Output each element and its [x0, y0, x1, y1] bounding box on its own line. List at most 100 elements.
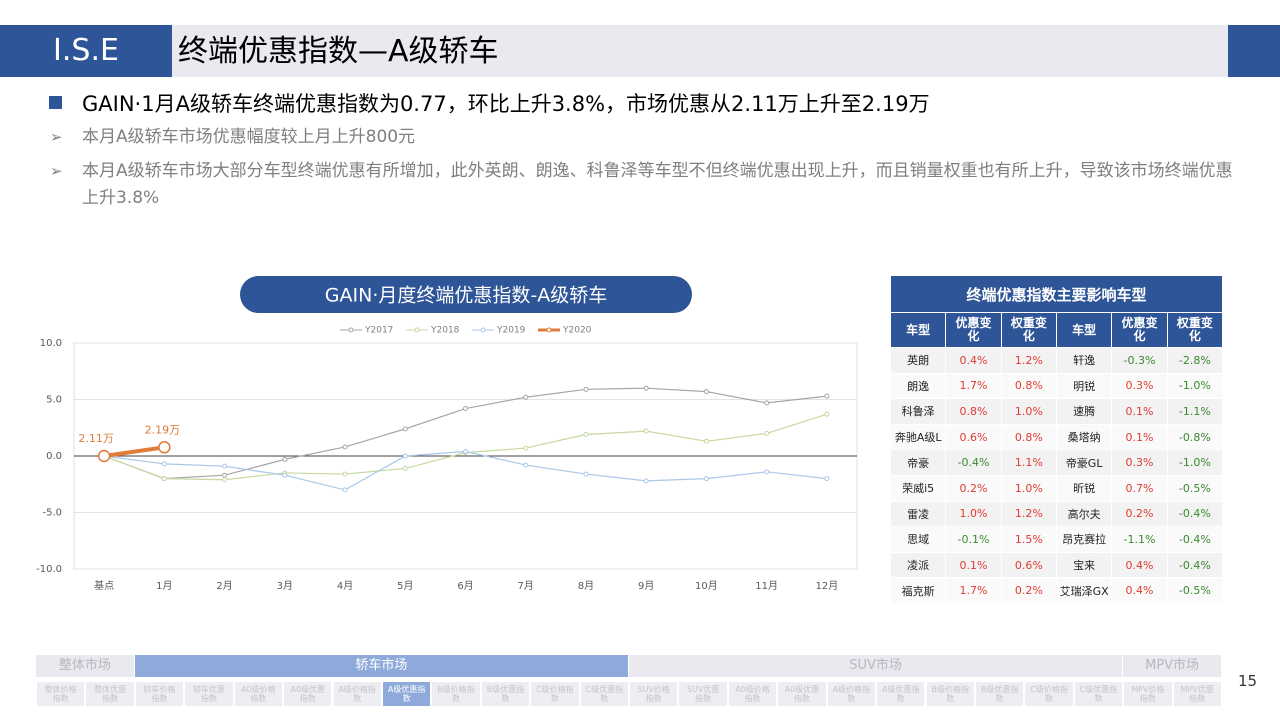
y-tick-label: -10.0	[36, 564, 62, 575]
table-cell: -0.4%	[1166, 500, 1224, 528]
chart: GAIN·月度终端优惠指数-A级轿车 -10.0 -5.0 0.0 5.0 10.0 基点…	[36, 276, 858, 592]
column-header: 权重变化	[1166, 312, 1224, 348]
point-marker	[463, 448, 468, 454]
table-cell: 帝豪GL	[1055, 449, 1113, 476]
point-marker	[523, 445, 529, 451]
table-cell: -2.8%	[1166, 347, 1224, 374]
nav-item: A级优惠指数	[381, 681, 432, 707]
point-marker	[222, 463, 228, 469]
table-cell: 速腾	[1055, 398, 1113, 425]
table-cell: 1.2%	[1000, 347, 1057, 374]
table-cell: 0.3%	[1111, 449, 1168, 476]
table-title-row: 终端优惠指数主要影响车型	[890, 275, 1223, 313]
x-tick-label: 1月	[156, 580, 172, 592]
point-marker	[643, 385, 649, 391]
table: 终端优惠指数主要影响车型 车型 优惠变化 权重变化 车型 优惠变化 权重变化 英朗 0.4% 1.…	[889, 275, 1224, 604]
x-tick-label: 2月	[216, 580, 232, 592]
point-marker	[342, 444, 348, 450]
table-cell: 1.0%	[945, 500, 1002, 528]
legend-label: Y2020	[562, 326, 592, 336]
x-tick-label: 5月	[397, 580, 413, 592]
table-cell: 0.8%	[1000, 372, 1057, 400]
point-marker	[158, 441, 171, 454]
table-cell: -0.1%	[945, 526, 1002, 553]
table-cell: -1.0%	[1166, 372, 1224, 400]
column-header: 车型	[889, 312, 947, 348]
nav-item: A0级优惠指数	[283, 681, 333, 707]
chart-title: GAIN·月度终端优惠指数-A级轿车	[325, 285, 607, 307]
x-tick-label: 9月	[638, 580, 654, 592]
table-cell: 凌派	[889, 551, 947, 579]
table-cell: 0.8%	[945, 398, 1002, 425]
point-marker	[703, 389, 709, 395]
nav-item: C级价格指数	[530, 681, 580, 707]
table-cell: 荣威i5	[889, 474, 947, 502]
bullet-square	[49, 96, 62, 109]
slide-title: 终端优惠指数—A级轿车	[172, 25, 1228, 77]
point-marker	[402, 465, 408, 471]
x-tick-label: 3月	[277, 580, 293, 592]
nav-item: B级价格指数	[431, 681, 481, 707]
nav-item: 整体价格指数	[36, 681, 86, 707]
table-cell: 帝豪	[889, 449, 947, 476]
x-tick-label: 4月	[337, 580, 353, 592]
point-marker	[402, 426, 408, 432]
table-row: 英朗 0.4% 1.2% 轩逸 -0.3% -2.8%	[889, 347, 1224, 374]
x-tick-label: 8月	[578, 580, 594, 592]
sub-bullet: 本月A级轿车市场大部分车型终端优惠有所增加，此外英朗、朗逸、科鲁泽等车型不但终端…	[82, 161, 1233, 208]
chart-title-pill	[240, 276, 692, 313]
legend-marker	[348, 327, 354, 333]
table-cell: 0.2%	[1111, 500, 1168, 528]
main-bullet: GAIN·1月A级轿车终端优惠指数为0.77，环比上升3.8%，市场优惠从2.1…	[82, 92, 930, 116]
point-marker	[764, 430, 770, 436]
column-header: 车型	[1055, 312, 1113, 348]
table-cell: -0.4%	[1166, 551, 1224, 579]
series-line	[104, 450, 827, 491]
annotation: 2.11万	[78, 432, 114, 445]
legend-label: Y2018	[430, 326, 460, 336]
table-cell: -0.5%	[1166, 577, 1224, 604]
table-cell: 0.8%	[1000, 423, 1057, 451]
arrow-bullet: ➢	[50, 162, 63, 180]
table-cell: 0.1%	[1111, 398, 1168, 425]
page-number: 15	[1238, 672, 1258, 690]
point-marker	[342, 487, 348, 493]
point-marker	[342, 471, 348, 477]
point-marker	[282, 456, 288, 462]
table-row: 思域 -0.1% 1.5% 昂克赛拉 -1.1% -0.4%	[889, 526, 1224, 553]
nav-item: A级优惠指数	[876, 681, 926, 707]
table-title: 终端优惠指数主要影响车型	[890, 275, 1223, 313]
table-row: 奔驰A级L 0.6% 0.8% 桑塔纳 0.1% -0.8%	[889, 423, 1224, 451]
table-cell: 0.6%	[945, 423, 1002, 451]
table-cell: -1.1%	[1111, 526, 1168, 553]
nav-group: SUV市场	[629, 655, 1124, 677]
legend-marker	[546, 327, 552, 333]
table-row: 帝豪 -0.4% 1.1% 帝豪GL 0.3% -1.0%	[889, 449, 1224, 476]
nav-item: A级价格指数	[332, 681, 382, 707]
nav-item: B级价格指数	[925, 681, 975, 707]
nav-item: MPV价格指数	[1123, 681, 1173, 707]
point-marker	[703, 438, 709, 444]
table-row: 朗逸 1.7% 0.8% 明锐 0.3% -1.0%	[889, 372, 1224, 400]
x-tick-label: 6月	[457, 580, 473, 592]
legend-marker	[414, 327, 420, 333]
point-marker	[161, 461, 167, 467]
nav-item: A0级价格指数	[233, 681, 284, 707]
table-cell: 高尔夫	[1055, 500, 1113, 528]
table-cell: 明锐	[1055, 372, 1113, 400]
point-marker	[402, 453, 408, 459]
point-marker	[523, 462, 529, 468]
point-marker	[824, 393, 830, 399]
table-cell: -1.0%	[1166, 449, 1224, 476]
table-cell: 1.1%	[1000, 449, 1057, 476]
series-line	[103, 445, 165, 458]
x-tick-label: 12月	[816, 580, 839, 592]
table-cell: 0.3%	[1111, 372, 1168, 400]
table-cell: 0.4%	[1111, 551, 1168, 579]
column-header: 优惠变化	[1111, 312, 1168, 348]
point-marker	[161, 476, 167, 482]
nav-item: A级价格指数	[826, 681, 877, 707]
table-cell: 1.5%	[1000, 526, 1057, 553]
nav-item: 整体优惠指数	[85, 681, 135, 707]
